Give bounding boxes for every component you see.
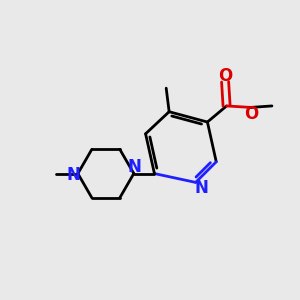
- Text: N: N: [128, 158, 141, 176]
- Text: N: N: [67, 166, 80, 184]
- Text: N: N: [194, 179, 208, 197]
- Text: O: O: [244, 105, 258, 123]
- Text: O: O: [218, 67, 232, 85]
